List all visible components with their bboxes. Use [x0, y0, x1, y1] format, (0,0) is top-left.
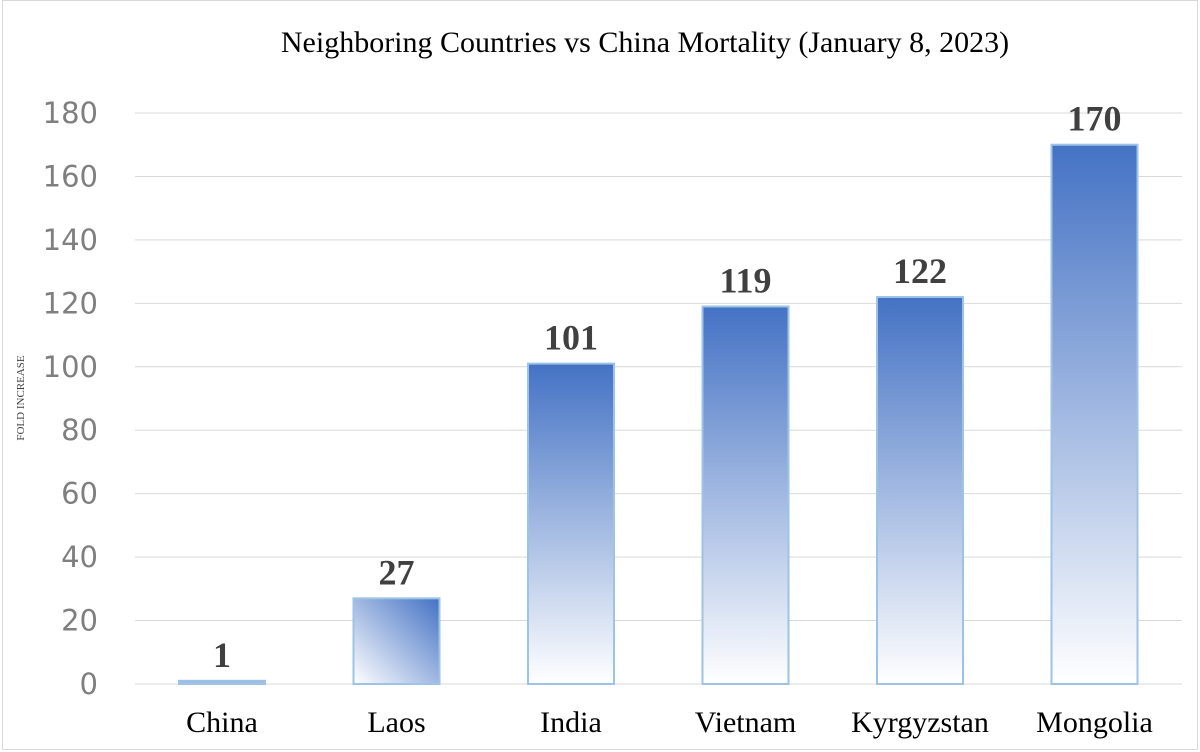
y-tick-label: 80	[61, 413, 98, 447]
y-tick-label: 140	[43, 223, 98, 257]
y-tick-label: 120	[43, 286, 98, 320]
bar-india	[527, 362, 615, 685]
data-label: 1	[213, 635, 231, 675]
bar-china	[178, 679, 266, 685]
bar-laos	[352, 597, 441, 685]
data-label: 170	[1068, 99, 1122, 139]
y-tick-label: 0	[80, 667, 98, 701]
bar-mongolia	[1050, 143, 1139, 685]
x-tick-label: India	[540, 706, 602, 739]
data-label: 101	[544, 318, 598, 358]
data-label: 27	[379, 552, 415, 592]
bar-kyrgyzstan	[876, 295, 964, 685]
x-tick-label: Laos	[367, 706, 425, 739]
chart-title: Neighboring Countries vs China Mortality…	[281, 26, 1009, 59]
x-tick-label: Mongolia	[1036, 706, 1153, 739]
x-tick-label: Vietnam	[695, 706, 797, 739]
bar-vietnam	[701, 305, 790, 685]
x-tick-label: China	[186, 706, 258, 739]
y-tick-label: 100	[43, 350, 98, 384]
data-label: 122	[893, 251, 947, 291]
y-tick-label: 60	[61, 477, 98, 511]
y-tick-label: 40	[61, 540, 98, 574]
y-axis-label: FOLD INCREASE	[15, 355, 27, 441]
y-tick-label: 20	[61, 604, 98, 638]
y-tick-label: 160	[43, 159, 98, 193]
x-tick-label: Kyrgyzstan	[851, 706, 989, 739]
y-tick-label: 180	[43, 96, 98, 130]
data-label: 119	[719, 261, 771, 301]
